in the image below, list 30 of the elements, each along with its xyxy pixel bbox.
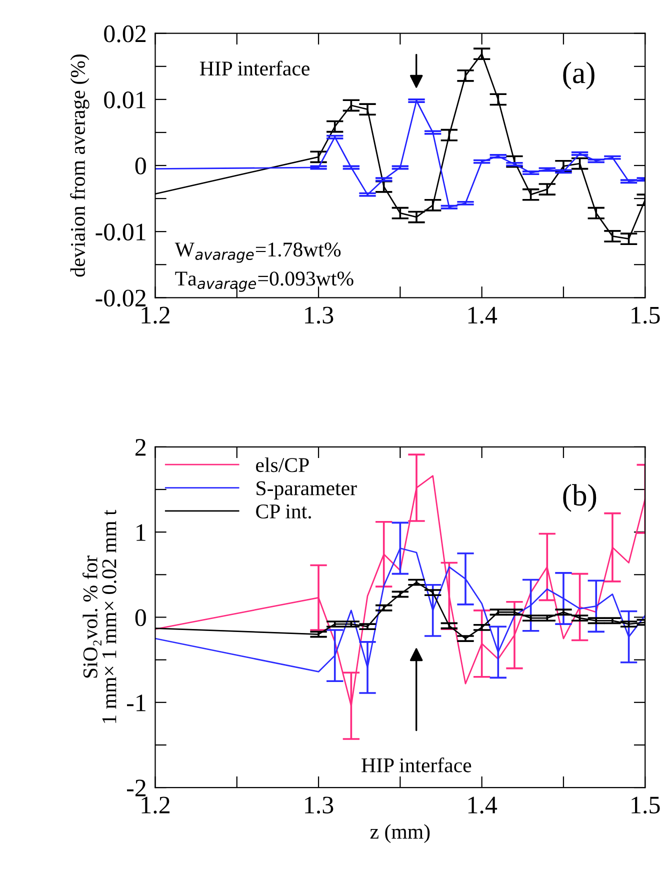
legend-label: S-parameter: [256, 481, 357, 500]
annotation: (b): [563, 484, 596, 512]
legend-label: CP int.: [256, 504, 311, 519]
x-tick-label: 1.4: [468, 796, 498, 814]
x-tick-label: 1.5: [632, 796, 660, 814]
annotation: HIP interface: [362, 757, 472, 772]
y-axis-title: SiO₂vol. % for 1 mm× 1 mm× 0.02 mm t: [82, 510, 116, 723]
x-tick-label: 1.2: [142, 796, 170, 814]
y-tick-label: 0: [135, 609, 146, 626]
y-tick-label: -0.01: [96, 224, 146, 241]
x-tick-label: 1.2: [142, 306, 170, 324]
legend-label: els/CP: [256, 457, 309, 472]
y-tick-label: 2: [135, 439, 146, 456]
y-tick-label: -2: [127, 780, 146, 796]
y-axis-title: deviaion from average (%): [70, 54, 90, 277]
annotation: W$_{avarage}$=1.78wt%: [174, 242, 341, 263]
annotation: Ta$_{avarage}$=0.093wt%: [175, 272, 354, 292]
y-tick-label: -1: [127, 694, 146, 712]
x-tick-label: 1.5: [632, 306, 660, 324]
y-tick-label: -0.02: [96, 290, 146, 307]
x-tick-label: 1.3: [305, 796, 334, 814]
annotation: HIP interface: [200, 60, 310, 76]
y-tick-label: 0.01: [104, 91, 146, 108]
annotation: (a): [563, 62, 594, 90]
y-tick-label: 0: [135, 158, 146, 174]
y-tick-label: 0.02: [104, 25, 146, 42]
x-tick-label: 1.3: [305, 306, 334, 324]
y-tick-label: 1: [136, 524, 146, 541]
x-axis-title: z (mm): [370, 824, 430, 844]
x-tick-label: 1.4: [468, 306, 498, 324]
